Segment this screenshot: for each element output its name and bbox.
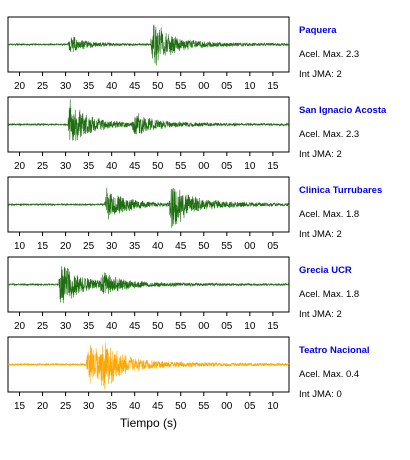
station-name: Grecia UCR	[299, 265, 352, 276]
x-axis-title: Tiempo (s)	[120, 416, 177, 430]
peak-accel-label: Acel. Max. 2.3	[299, 129, 359, 140]
peak-accel-label: Acel. Max. 1.8	[299, 209, 359, 220]
tick-label: 30	[60, 81, 72, 92]
tick-label: 55	[175, 81, 187, 92]
tick-label: 35	[129, 241, 141, 252]
tick-label: 10	[244, 321, 256, 332]
tick-label: 35	[106, 401, 118, 412]
tick-label: 10	[267, 401, 279, 412]
tick-label: 05	[221, 81, 233, 92]
tick-label: 20	[37, 401, 49, 412]
tick-label: 25	[37, 81, 49, 92]
tick-label: 50	[152, 81, 164, 92]
station-name: Paquera	[299, 25, 337, 36]
tick-label: 00	[244, 241, 256, 252]
tick-label: 25	[60, 401, 72, 412]
jma-intensity-label: Int JMA: 0	[299, 389, 342, 400]
tick-label: 15	[267, 81, 279, 92]
tick-label: 50	[152, 161, 164, 172]
tick-label: 45	[175, 241, 187, 252]
waveform-2	[7, 99, 290, 141]
tick-label: 25	[83, 241, 95, 252]
tick-label: 30	[60, 161, 72, 172]
tick-label: 05	[221, 321, 233, 332]
tick-label: 40	[106, 161, 118, 172]
tick-label: 45	[129, 81, 141, 92]
peak-accel-label: Acel. Max. 2.3	[299, 49, 359, 60]
tick-label: 40	[106, 81, 118, 92]
waveform-1	[7, 24, 290, 66]
tick-label: 30	[60, 321, 72, 332]
tick-label: 15	[14, 401, 26, 412]
tick-label: 40	[152, 241, 164, 252]
tick-label: 45	[129, 161, 141, 172]
station-name: Clinica Turrubares	[299, 185, 382, 196]
tick-label: 55	[175, 161, 187, 172]
waveform-4	[7, 266, 290, 304]
tick-label: 05	[267, 241, 279, 252]
tick-label: 30	[83, 401, 95, 412]
peak-accel-label: Acel. Max. 1.8	[299, 289, 359, 300]
tick-label: 30	[106, 241, 118, 252]
waveform-5	[7, 342, 290, 390]
station-name: San Ignacio Acosta	[299, 105, 387, 116]
tick-label: 15	[37, 241, 49, 252]
tick-label: 20	[14, 321, 26, 332]
tick-label: 35	[83, 321, 95, 332]
tick-label: 00	[221, 401, 233, 412]
jma-intensity-label: Int JMA: 2	[299, 309, 342, 320]
tick-label: 00	[198, 321, 210, 332]
peak-accel-label: Acel. Max. 0.4	[299, 369, 359, 380]
tick-label: 50	[198, 241, 210, 252]
tick-label: 00	[198, 81, 210, 92]
tick-label: 15	[267, 321, 279, 332]
tick-label: 50	[152, 321, 164, 332]
jma-intensity-label: Int JMA: 2	[299, 149, 342, 160]
tick-label: 15	[267, 161, 279, 172]
tick-label: 55	[198, 401, 210, 412]
tick-label: 45	[129, 321, 141, 332]
tick-label: 10	[14, 241, 26, 252]
tick-label: 55	[221, 241, 233, 252]
station-name: Teatro Nacional	[299, 345, 370, 356]
tick-label: 35	[83, 161, 95, 172]
tick-label: 25	[37, 321, 49, 332]
tick-label: 35	[83, 81, 95, 92]
tick-label: 20	[60, 241, 72, 252]
tick-label: 50	[175, 401, 187, 412]
tick-label: 00	[198, 161, 210, 172]
jma-intensity-label: Int JMA: 2	[299, 69, 342, 80]
tick-label: 10	[244, 161, 256, 172]
waveform-3	[7, 187, 290, 228]
tick-label: 05	[221, 161, 233, 172]
tick-label: 20	[14, 161, 26, 172]
tick-label: 20	[14, 81, 26, 92]
tick-label: 55	[175, 321, 187, 332]
tick-label: 45	[152, 401, 164, 412]
tick-label: 05	[244, 401, 256, 412]
tick-label: 10	[244, 81, 256, 92]
jma-intensity-label: Int JMA: 2	[299, 229, 342, 240]
tick-label: 25	[37, 161, 49, 172]
tick-label: 40	[129, 401, 141, 412]
tick-label: 40	[106, 321, 118, 332]
